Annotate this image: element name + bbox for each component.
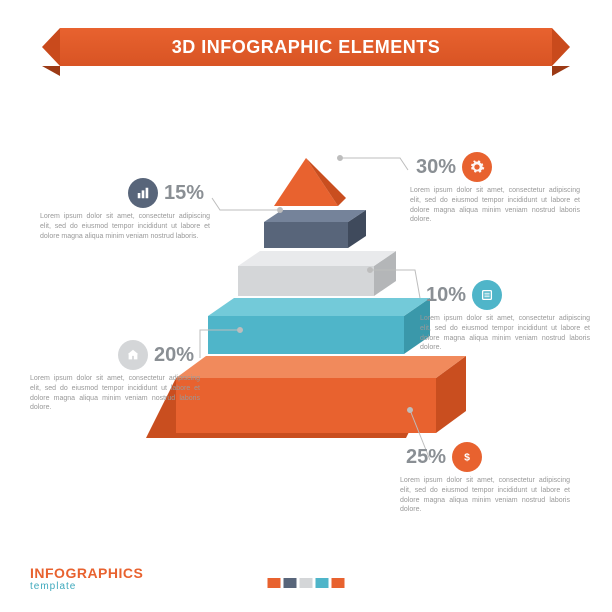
- callout-4-percent: 20%: [154, 341, 194, 369]
- color-swatches: [268, 578, 345, 588]
- callout-4-text: Lorem ipsum dolor sit amet, consectetur …: [30, 374, 200, 413]
- swatch-2: [300, 578, 313, 588]
- callout-2-percent: 15%: [164, 179, 204, 207]
- list-icon: [472, 280, 502, 310]
- callout-2-text: Lorem ipsum dolor sit amet, consectetur …: [40, 212, 210, 241]
- callout-3-percent: 10%: [426, 281, 466, 309]
- callout-1-text: Lorem ipsum dolor sit amet, consectetur …: [410, 186, 580, 225]
- footer-subtitle: template: [30, 581, 143, 592]
- callout-3-text: Lorem ipsum dolor sit amet, consectetur …: [420, 314, 590, 353]
- callout-5-text: Lorem ipsum dolor sit amet, consectetur …: [400, 476, 570, 515]
- banner-fold-right: [552, 66, 570, 76]
- bars-icon: [128, 178, 158, 208]
- header-banner: 3D INFOGRAPHIC ELEMENTS: [60, 28, 552, 66]
- swatch-0: [268, 578, 281, 588]
- callout-4: 20% Lorem ipsum dolor sit amet, consecte…: [30, 340, 200, 413]
- swatch-3: [316, 578, 329, 588]
- swatch-1: [284, 578, 297, 588]
- footer-title: INFOGRAPHICS: [30, 565, 143, 581]
- callout-5-percent: 25%: [406, 443, 446, 471]
- callout-2: 15% Lorem ipsum dolor sit amet, consecte…: [40, 178, 210, 241]
- swatch-4: [332, 578, 345, 588]
- gear-icon: [462, 152, 492, 182]
- callout-5: 25% $ Lorem ipsum dolor sit amet, consec…: [400, 442, 570, 515]
- infographic-stage: 30% Lorem ipsum dolor sit amet, consecte…: [0, 80, 612, 552]
- page-title: 3D INFOGRAPHIC ELEMENTS: [172, 37, 441, 58]
- callout-3: 10% Lorem ipsum dolor sit amet, consecte…: [420, 280, 590, 353]
- banner-fold-left: [42, 66, 60, 76]
- svg-text:$: $: [464, 452, 470, 464]
- callout-1-percent: 30%: [416, 153, 456, 181]
- dollar-icon: $: [452, 442, 482, 472]
- home-icon: [118, 340, 148, 370]
- callout-1: 30% Lorem ipsum dolor sit amet, consecte…: [410, 152, 580, 225]
- footer: INFOGRAPHICS template: [30, 565, 143, 592]
